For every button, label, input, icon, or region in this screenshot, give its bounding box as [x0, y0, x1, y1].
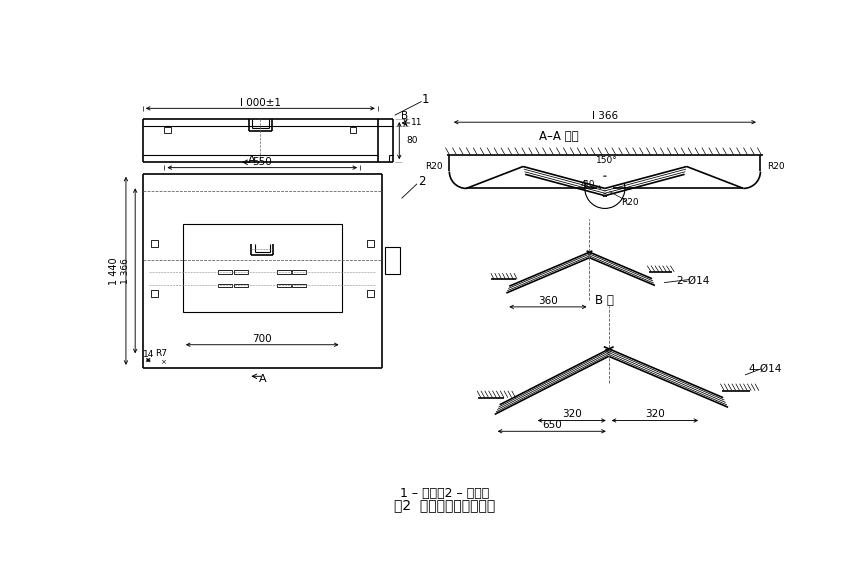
- Text: 4: 4: [581, 180, 586, 189]
- Bar: [367, 240, 374, 247]
- Text: 4–Ø14: 4–Ø14: [748, 364, 782, 374]
- Text: B: B: [401, 111, 408, 121]
- Text: 150°: 150°: [596, 156, 617, 165]
- Bar: [292, 269, 306, 274]
- Text: 320: 320: [562, 409, 582, 420]
- Text: 320: 320: [645, 409, 665, 420]
- Text: R20: R20: [425, 162, 443, 171]
- Text: A: A: [258, 374, 266, 384]
- Bar: [165, 127, 171, 133]
- Text: 1 – 罩壳；2 – 观察盖: 1 – 罩壳；2 – 观察盖: [400, 487, 489, 500]
- Text: ⨯: ⨯: [160, 359, 166, 365]
- Bar: [234, 283, 248, 288]
- Text: 11: 11: [411, 118, 422, 127]
- Bar: [277, 283, 290, 288]
- Text: 10: 10: [584, 180, 596, 189]
- Text: 360: 360: [538, 296, 557, 306]
- Text: B 向: B 向: [596, 293, 615, 307]
- Bar: [367, 290, 374, 297]
- Text: 1 440: 1 440: [108, 257, 119, 285]
- Text: 2: 2: [418, 175, 426, 188]
- Bar: [218, 283, 232, 288]
- Text: 650: 650: [542, 420, 562, 430]
- Text: 80: 80: [407, 136, 418, 145]
- Bar: [151, 290, 158, 297]
- Text: 1 366: 1 366: [121, 258, 130, 284]
- Bar: [234, 269, 248, 274]
- Text: 2–Ø14: 2–Ø14: [677, 276, 710, 286]
- Text: R7: R7: [155, 349, 167, 359]
- Text: A–A 旋转: A–A 旋转: [539, 130, 578, 143]
- Text: 1: 1: [421, 93, 429, 105]
- Text: 图2  新型盖板结构示意图: 图2 新型盖板结构示意图: [394, 499, 495, 513]
- Text: R20: R20: [767, 162, 785, 171]
- Bar: [218, 269, 232, 274]
- Text: 14: 14: [142, 350, 154, 359]
- Bar: [292, 283, 306, 288]
- Text: 700: 700: [252, 333, 272, 343]
- Bar: [151, 240, 158, 247]
- Bar: [183, 224, 342, 313]
- Text: I 366: I 366: [592, 111, 618, 121]
- Text: A: A: [248, 155, 255, 165]
- Bar: [385, 247, 400, 274]
- Text: I 000±1: I 000±1: [240, 98, 281, 108]
- Bar: [350, 127, 356, 133]
- Bar: [277, 269, 290, 274]
- Text: 550: 550: [252, 157, 272, 167]
- Text: R20: R20: [621, 198, 638, 207]
